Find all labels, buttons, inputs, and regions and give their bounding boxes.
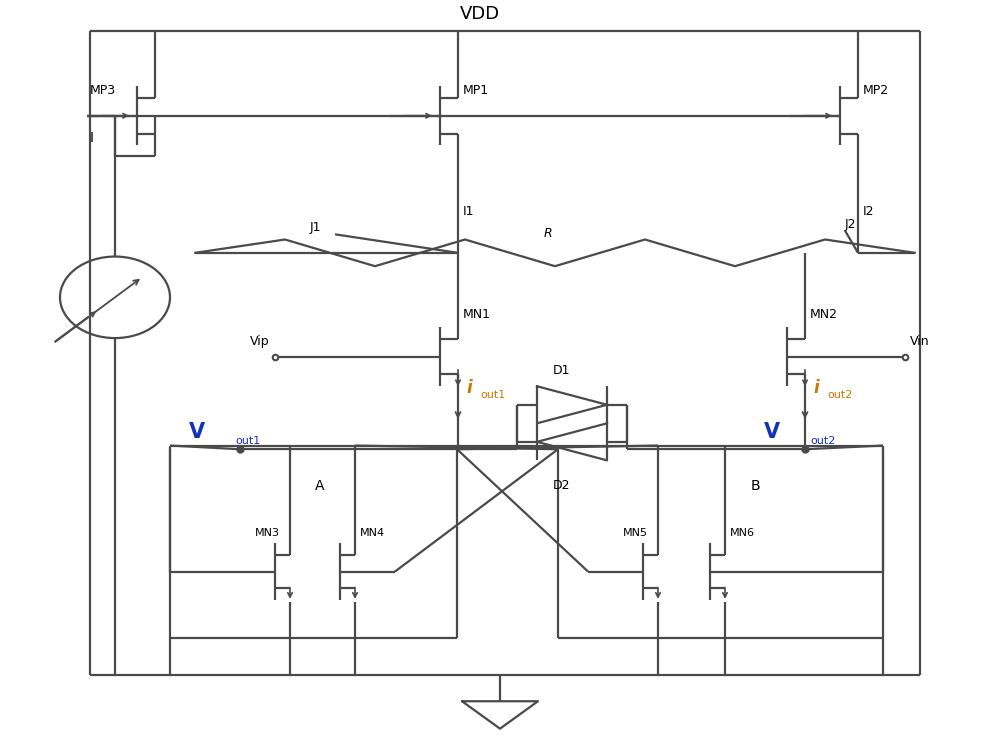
- Text: out2: out2: [827, 390, 852, 400]
- Text: D2: D2: [553, 479, 571, 492]
- Text: Vin: Vin: [910, 335, 930, 348]
- Text: VDD: VDD: [460, 5, 500, 23]
- Text: I1: I1: [463, 205, 475, 217]
- Text: MN3: MN3: [255, 528, 280, 538]
- Text: MP1: MP1: [463, 84, 489, 97]
- Text: out2: out2: [810, 436, 835, 445]
- Text: Vip: Vip: [250, 335, 270, 348]
- Text: out1: out1: [480, 390, 505, 400]
- Text: MN6: MN6: [730, 528, 755, 538]
- Text: I2: I2: [863, 205, 874, 217]
- Text: MN1: MN1: [463, 308, 491, 321]
- Text: MN4: MN4: [360, 528, 385, 538]
- Text: MN2: MN2: [810, 308, 838, 321]
- Text: i: i: [466, 379, 472, 398]
- Text: V: V: [764, 422, 780, 441]
- Text: J1: J1: [310, 221, 322, 234]
- Text: i: i: [813, 379, 819, 398]
- Text: MN5: MN5: [623, 528, 648, 538]
- Text: B: B: [750, 479, 760, 493]
- Text: out1: out1: [235, 436, 260, 445]
- Text: V: V: [189, 422, 205, 441]
- Text: MP2: MP2: [863, 84, 889, 97]
- Text: MP3: MP3: [90, 84, 116, 97]
- Text: D1: D1: [553, 364, 571, 378]
- Text: R: R: [544, 226, 552, 240]
- Text: J2: J2: [845, 217, 856, 231]
- Text: A: A: [315, 479, 325, 493]
- Text: I: I: [90, 131, 94, 145]
